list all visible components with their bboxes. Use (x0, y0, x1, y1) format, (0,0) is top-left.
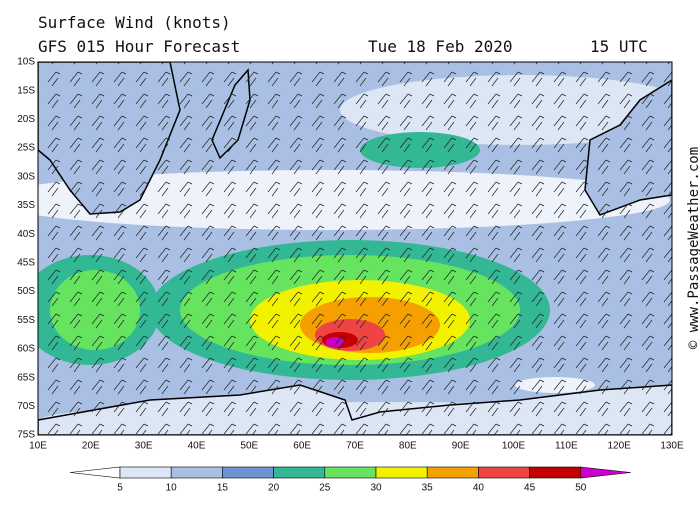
colorbar-low-arrow (69, 466, 121, 479)
longitude-label: 70E (346, 441, 364, 452)
colorbar-label: 50 (575, 483, 587, 494)
forecast-date: Tue 18 Feb 2020 (368, 37, 513, 56)
longitude-label: 90E (452, 441, 470, 452)
watermark: © www.PassageWeather.com (686, 147, 700, 349)
latitude-label: 15S (17, 85, 35, 96)
colorbar-label: 5 (117, 483, 123, 494)
forecast-time: 15 UTC (590, 37, 648, 56)
colorbar-label: 30 (370, 483, 382, 494)
colorbar-segment (478, 466, 530, 479)
longitude-label: 100E (502, 441, 526, 452)
latitude-label: 20S (17, 114, 35, 125)
latitude-label: 35S (17, 200, 35, 211)
latitude-label: 45S (17, 257, 35, 268)
colorbar-label: 15 (217, 483, 229, 494)
longitude-label: 50E (240, 441, 258, 452)
colorbar-label: 10 (166, 483, 178, 494)
latitude-label: 55S (17, 315, 35, 326)
latitude-label: 40S (17, 229, 35, 240)
longitude-label: 10E (29, 441, 47, 452)
latitude-label: 30S (17, 171, 35, 182)
longitude-label: 30E (135, 441, 153, 452)
colorbar-segment (529, 466, 582, 479)
map-area (38, 62, 672, 435)
colorbar-segment (170, 466, 223, 479)
colorbar-segment (375, 466, 428, 479)
longitude-label: 80E (399, 441, 417, 452)
latitude-label: 65S (17, 372, 35, 383)
map-frame (37, 61, 673, 436)
colorbar-label: 20 (268, 483, 280, 494)
colorbar-label: 35 (422, 483, 434, 494)
longitude-label: 60E (293, 441, 311, 452)
latitude-label: 70S (17, 401, 35, 412)
colorbar-segment (119, 466, 172, 479)
colorbar-high-arrow (580, 466, 631, 479)
colorbar-segment (426, 466, 479, 479)
model-run: GFS 015 Hour Forecast (38, 37, 240, 56)
latitude-label: 50S (17, 286, 35, 297)
latitude-label: 60S (17, 344, 35, 355)
longitude-label: 110E (555, 441, 578, 452)
longitude-label: 120E (607, 441, 631, 452)
colorbar-label: 40 (473, 483, 485, 494)
longitude-label: 40E (188, 441, 206, 452)
colorbar-segment (222, 466, 274, 479)
colorbar-segment (324, 466, 377, 479)
latitude-label: 25S (17, 143, 35, 154)
colorbar-label: 45 (524, 483, 536, 494)
colorbar-segment (273, 466, 326, 479)
longitude-label: 130E (660, 441, 684, 452)
title: Surface Wind (knots) (38, 13, 231, 32)
latitude-label: 10S (17, 57, 35, 68)
colorbar-label: 25 (319, 483, 331, 494)
longitude-label: 20E (82, 441, 100, 452)
latitude-label: 75S (17, 430, 35, 441)
